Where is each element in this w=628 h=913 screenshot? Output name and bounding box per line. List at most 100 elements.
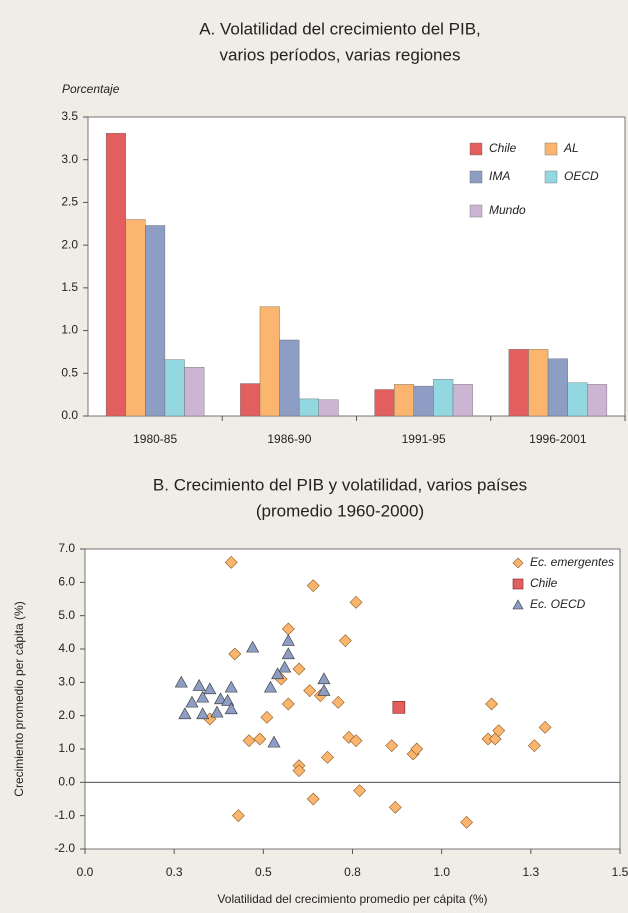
y-tick-label: 0.0 — [58, 775, 75, 789]
point — [224, 680, 238, 693]
x-tick-label: 1996-2001 — [529, 432, 587, 446]
point — [353, 784, 367, 798]
point — [460, 815, 474, 829]
point — [196, 707, 210, 720]
bar — [279, 339, 300, 417]
point — [196, 690, 210, 703]
point — [281, 634, 295, 646]
point — [392, 701, 406, 714]
point — [242, 734, 256, 748]
point — [385, 739, 399, 753]
x-tick-label: 0.8 — [344, 865, 361, 879]
point — [527, 739, 541, 753]
point — [214, 692, 228, 705]
bar — [394, 384, 415, 417]
bar — [259, 306, 280, 417]
legend-label: Mundo — [489, 203, 526, 217]
bar — [145, 225, 166, 417]
point — [388, 800, 402, 814]
point — [271, 667, 285, 680]
y-tick-label: 3.0 — [58, 675, 75, 689]
x-tick-label: 1986-90 — [267, 432, 311, 446]
point — [263, 680, 277, 693]
y-tick-label: 1.0 — [61, 323, 78, 337]
y-tick-label: 2.0 — [61, 237, 78, 251]
point — [281, 647, 295, 660]
chart-title: B. Crecimiento del PIB y volatilidad, va… — [153, 475, 527, 494]
y-tick-label: -1.0 — [54, 808, 75, 822]
point — [267, 735, 281, 748]
y-tick-label: 0.0 — [61, 408, 78, 422]
legend-label: OECD — [564, 169, 599, 183]
x-tick-label: 0.0 — [77, 865, 94, 879]
y-tick-label: 4.0 — [58, 641, 75, 655]
bar — [587, 384, 608, 417]
point — [174, 675, 188, 688]
point — [260, 710, 274, 724]
legend-marker — [512, 578, 524, 590]
bar — [508, 349, 529, 417]
point — [192, 679, 206, 691]
point — [331, 695, 345, 709]
point — [178, 707, 192, 720]
y-tick-label: 5.0 — [58, 608, 75, 622]
point — [224, 555, 238, 569]
point — [224, 702, 238, 715]
y-axis-label: Porcentaje — [62, 82, 120, 96]
x-tick-label: 1.0 — [433, 865, 450, 879]
point — [278, 660, 292, 673]
y-tick-label: 1.5 — [61, 280, 78, 294]
legend-swatch — [469, 142, 483, 156]
x-tick-label: 1.3 — [522, 865, 539, 879]
chart-title: varios períodos, varias regiones — [220, 45, 461, 64]
x-tick-label: 0.5 — [255, 865, 272, 879]
legend-swatch — [544, 170, 558, 184]
point — [321, 750, 334, 764]
y-tick-label: 6.0 — [58, 575, 75, 589]
bar — [452, 384, 473, 417]
point — [338, 634, 352, 648]
point — [349, 734, 363, 748]
y-axis-label: Crecimiento promedio per cápita (%) — [12, 601, 26, 796]
legend-swatch — [544, 142, 558, 156]
point — [349, 595, 363, 609]
point — [281, 697, 295, 711]
point — [410, 742, 424, 756]
y-tick-label: 3.0 — [61, 152, 78, 166]
chart-title: A. Volatilidad del crecimiento del PIB, — [199, 19, 481, 38]
bar — [298, 398, 319, 417]
legend-swatch — [469, 170, 483, 184]
y-tick-label: 7.0 — [58, 541, 75, 555]
point — [210, 705, 224, 718]
point — [253, 732, 267, 746]
point — [221, 694, 235, 706]
legend-label: Ec. OECD — [530, 597, 586, 611]
bar — [164, 359, 185, 417]
y-tick-label: 3.5 — [61, 109, 78, 123]
point — [538, 720, 552, 734]
point — [185, 695, 199, 708]
legend-label: Chile — [530, 576, 558, 590]
y-tick-label: -2.0 — [54, 841, 75, 855]
point — [317, 672, 331, 685]
point — [292, 662, 306, 676]
legend-marker — [512, 557, 524, 569]
point — [246, 640, 260, 653]
chart-title: (promedio 1960-2000) — [256, 501, 424, 520]
point — [306, 792, 320, 806]
legend-label: Chile — [489, 141, 517, 155]
x-axis-label: Volatilidad del crecimiento promedio per… — [217, 892, 487, 906]
plot-area — [84, 548, 621, 850]
bar — [413, 385, 434, 417]
bar — [374, 389, 395, 417]
y-tick-label: 1.0 — [58, 741, 75, 755]
bar — [318, 399, 339, 417]
bar — [105, 133, 126, 417]
bar — [547, 358, 568, 417]
bar — [528, 349, 549, 417]
point — [306, 579, 320, 593]
point — [228, 647, 242, 661]
x-tick-label: 1.5 — [612, 865, 628, 879]
point — [492, 724, 506, 738]
